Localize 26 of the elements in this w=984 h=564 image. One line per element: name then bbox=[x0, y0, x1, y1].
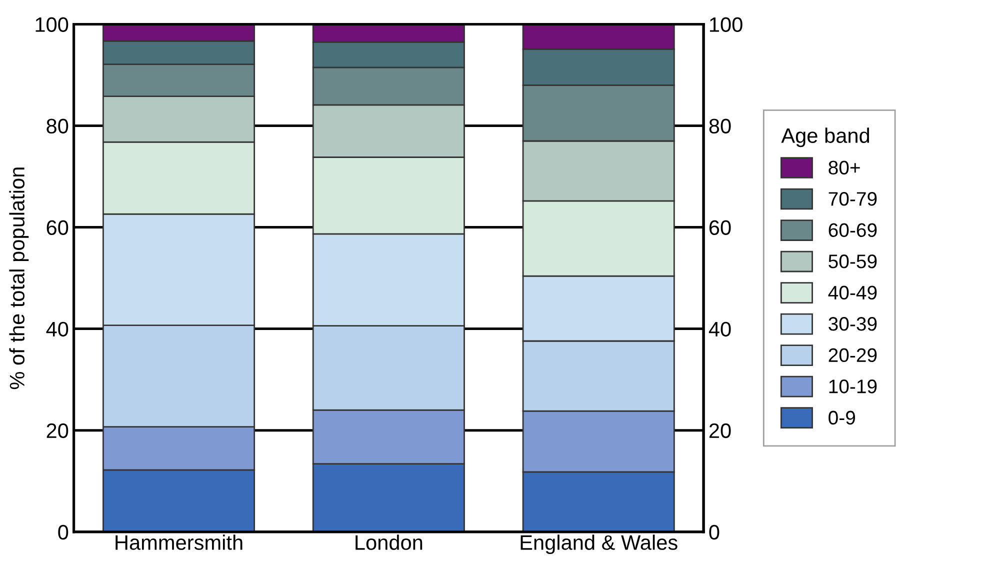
y-tick-label: 20 bbox=[46, 423, 68, 438]
legend-label: 70-79 bbox=[828, 192, 877, 206]
y2-tick-label: 100 bbox=[710, 17, 742, 32]
legend-label: 50-59 bbox=[828, 254, 877, 268]
y-tick-label: 0 bbox=[58, 524, 68, 540]
legend-title: Age band bbox=[781, 128, 870, 148]
y2-tick-label: 20 bbox=[709, 423, 731, 438]
legend-label: 30-39 bbox=[828, 317, 877, 331]
x-tick-label: London bbox=[356, 534, 422, 550]
y-axis-title: % of the total population bbox=[9, 168, 29, 390]
y-tick-label: 80 bbox=[46, 118, 68, 134]
legend-label: 20-29 bbox=[828, 348, 877, 362]
legend-label: 0-9 bbox=[828, 410, 856, 425]
y-tick-label: 40 bbox=[46, 322, 68, 337]
y-tick-label: 100 bbox=[36, 17, 68, 32]
legend-label: 60-69 bbox=[828, 223, 877, 238]
legend-label: 80+ bbox=[828, 160, 860, 175]
x-tick-label: England & Wales bbox=[520, 534, 678, 554]
y2-tick-label: 60 bbox=[709, 220, 731, 236]
y2-tick-label: 0 bbox=[709, 524, 720, 540]
legend-label: 40-49 bbox=[828, 286, 877, 300]
y2-tick-label: 40 bbox=[708, 322, 731, 337]
y2-tick-label: 80 bbox=[709, 118, 731, 134]
y-tick-label: 60 bbox=[46, 220, 68, 236]
x-tick-label: Hammersmith bbox=[116, 534, 242, 550]
legend-label: 10-19 bbox=[829, 380, 877, 394]
